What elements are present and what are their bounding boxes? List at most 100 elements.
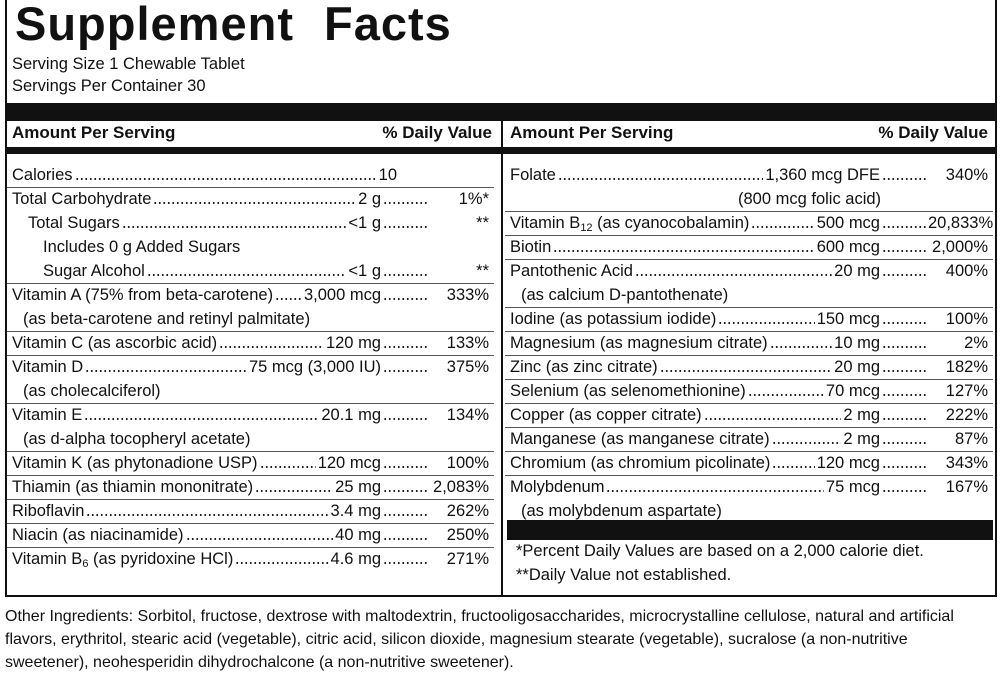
note-text: (as calcium D-pantothenate) xyxy=(521,285,729,304)
daily-value: 100% xyxy=(945,309,988,328)
dot-leader xyxy=(882,490,926,492)
amount: 20 mg xyxy=(834,357,880,376)
nutrient-row: Total Sugars <1 g ** xyxy=(12,211,489,235)
amount: 25 mg xyxy=(335,477,381,496)
nutrient-label: Molybdenum xyxy=(510,477,605,496)
daily-value: 100% xyxy=(446,453,489,472)
nutrient-label: Total Sugars xyxy=(28,213,120,232)
dot-leader xyxy=(553,250,815,252)
nutrient-label: Vitamin A (75% from beta-carotene) xyxy=(12,285,274,304)
daily-value: 134% xyxy=(446,405,489,424)
amount: 3.4 mg xyxy=(330,501,381,520)
nutrient-label: Niacin (as niacinamide) xyxy=(12,525,184,544)
amount: 10 mg xyxy=(834,333,880,352)
nutrient-row: Iodine (as potassium iodide) 150 mcg 100% xyxy=(505,307,993,331)
dot-leader xyxy=(882,322,926,324)
nutrient-row: Vitamin B12 (as cyanocobalamin) 500 mcg 20… xyxy=(505,211,993,235)
amount: 10 xyxy=(378,165,397,184)
nutrient-label: Biotin xyxy=(510,237,552,256)
daily-value: 2,083% xyxy=(433,477,489,496)
nutrient-label: Vitamin K (as phytonadione USP) xyxy=(12,453,258,472)
nutrient-note: (as calcium D-pantothenate) xyxy=(510,283,988,307)
dot-leader xyxy=(86,514,329,516)
nutrient-label: Pantothenic Acid xyxy=(510,261,633,280)
daily-value: 222% xyxy=(945,405,988,424)
dot-leader xyxy=(74,178,377,180)
daily-value: 2% xyxy=(964,333,988,352)
dot-leader xyxy=(747,394,824,396)
amount: 600 mcg xyxy=(816,237,880,256)
nutrient-note: (as cholecalciferol) xyxy=(12,379,489,403)
nutrient-row: Vitamin K (as phytonadione USP) 120 mcg 10… xyxy=(7,451,494,475)
daily-value: 340% xyxy=(945,165,988,184)
nutrient-row: Zinc (as zinc citrate) 20 mg 182% xyxy=(505,355,993,379)
amount: 70 mcg xyxy=(825,381,880,400)
nutrient-label: Manganese (as manganese citrate) xyxy=(510,429,770,448)
dot-leader xyxy=(185,538,334,540)
dot-leader xyxy=(383,346,427,348)
nutrient-note: (800 mcg folic acid) xyxy=(510,187,988,211)
dot-leader xyxy=(383,274,427,276)
dot-leader xyxy=(703,418,842,420)
left-column: Calories 10 Total Carbohydrate 2 g 1%* Total … xyxy=(7,163,494,571)
daily-value: 375% xyxy=(446,357,489,376)
amount: 120 mcg xyxy=(317,453,381,472)
amount: 40 mg xyxy=(335,525,381,544)
amount: <1 g xyxy=(348,261,381,280)
nutrient-label: Calories xyxy=(12,165,73,184)
amount: 20.1 mg xyxy=(321,405,381,424)
nutrient-label: Sugar Alcohol xyxy=(43,261,145,280)
nutrient-label: Thiamin (as thiamin mononitrate) xyxy=(12,477,254,496)
dot-leader xyxy=(718,322,815,324)
dot-leader xyxy=(882,226,926,228)
nutrient-row: Vitamin A (75% from beta-carotene) 3,000 … xyxy=(7,283,494,307)
dot-leader xyxy=(882,466,926,468)
nutrient-label: Vitamin B6 (as pyridoxine HCl) xyxy=(12,549,234,570)
daily-value: 133% xyxy=(446,333,489,352)
rule-bar xyxy=(7,103,995,121)
rule-bar xyxy=(507,520,993,540)
title: Supplement Facts xyxy=(15,0,452,50)
amount: 500 mcg xyxy=(816,213,880,232)
dot-leader xyxy=(383,538,427,540)
nutrient-label-rest: (as cyanocobalamin) xyxy=(592,213,750,232)
amount: 2 mg xyxy=(843,429,880,448)
nutrient-row: Vitamin C (as ascorbic acid) 120 mg 133% xyxy=(7,331,494,355)
nutrient-note: (as d-alpha tocopheryl acetate) xyxy=(12,427,489,451)
nutrient-row: Manganese (as manganese citrate) 2 mg 87% xyxy=(505,427,993,451)
dot-leader xyxy=(275,298,302,300)
nutrient-row: Biotin 600 mcg 2,000% xyxy=(505,235,993,259)
nutrient-row: Vitamin B6 (as pyridoxine HCl) 4.6 mg 271% xyxy=(7,547,494,571)
nutrient-row: Vitamin D 75 mcg (3,000 IU) 375% xyxy=(7,355,494,379)
nutrient-row: Folate 1,360 mcg DFE 340% xyxy=(510,163,988,187)
nutrient-row: Calories 10 xyxy=(12,163,489,187)
daily-value: 333% xyxy=(446,285,489,304)
nutrient-label: Zinc (as zinc citrate) xyxy=(510,357,658,376)
note-text: (as molybdenum aspartate) xyxy=(521,501,722,520)
amount: 120 mg xyxy=(325,333,381,352)
dot-leader xyxy=(146,274,347,276)
daily-value: ** xyxy=(476,261,489,280)
dot-leader xyxy=(882,178,926,180)
daily-value: 182% xyxy=(945,357,988,376)
right-column: Folate 1,360 mcg DFE 340% (800 mcg folic ac… xyxy=(505,163,993,523)
daily-value: 167% xyxy=(945,477,988,496)
subscript: 6 xyxy=(82,557,89,570)
header-amount: Amount Per Serving xyxy=(510,123,674,142)
amount: 2 g xyxy=(358,189,381,208)
dot-leader xyxy=(882,418,926,420)
nutrient-label: Vitamin B12 (as cyanocobalamin) xyxy=(510,213,750,234)
daily-value: 2,000% xyxy=(932,237,988,256)
dot-leader xyxy=(383,298,427,300)
right-header: Amount Per Serving % Daily Value xyxy=(510,123,988,145)
dot-leader xyxy=(882,274,926,276)
amount: 3,000 mcg xyxy=(303,285,381,304)
other-ingredients: Other Ingredients: Sorbitol, fructose, d… xyxy=(5,608,954,671)
daily-value: 271% xyxy=(446,549,489,568)
amount: 1,360 mcg DFE xyxy=(765,165,880,184)
dot-leader xyxy=(882,370,926,372)
subscript: 12 xyxy=(580,221,593,234)
dot-leader xyxy=(383,490,427,492)
column-divider xyxy=(501,121,503,595)
